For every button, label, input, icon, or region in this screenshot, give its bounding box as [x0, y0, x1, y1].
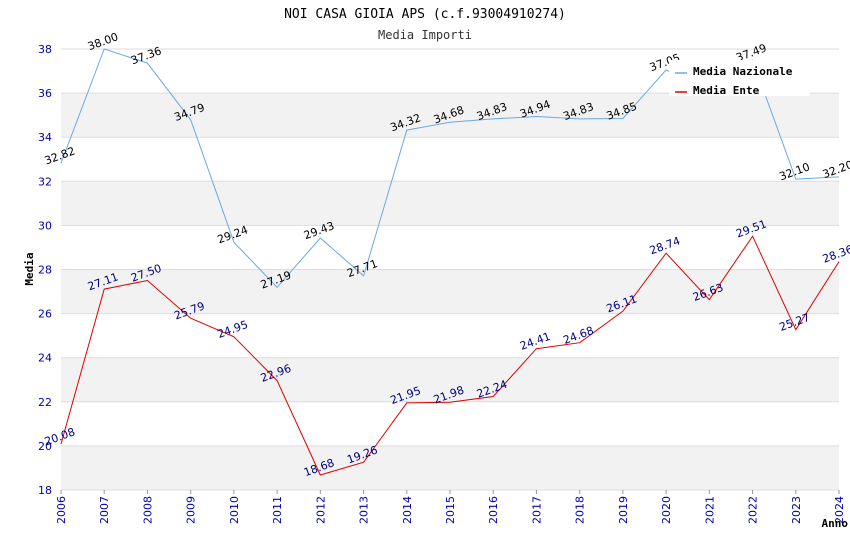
y-tick-label: 34 [38, 131, 52, 144]
series-line-1 [60, 235, 840, 476]
x-axis-label: Anno [822, 517, 849, 530]
grid-bands [61, 93, 839, 490]
y-tick-label: 22 [38, 396, 52, 409]
y-tick-label: 28 [38, 264, 52, 277]
grid-band [61, 357, 839, 402]
x-tick-label: 2023 [790, 496, 803, 524]
y-tick-label: 24 [38, 352, 52, 365]
legend-box [669, 60, 810, 96]
y-tick-label: 18 [38, 484, 52, 497]
grid-band [61, 269, 839, 314]
y-axis-label: Media [23, 252, 36, 285]
x-tick-label: 2022 [747, 496, 760, 524]
x-tick-label: 2007 [98, 496, 111, 524]
chart-subtitle: Media Importi [378, 28, 472, 42]
chart-title: NOI CASA GIOIA APS (c.f.93004910274) [284, 7, 566, 22]
x-tick-label: 2015 [444, 496, 457, 524]
y-tick-label: 30 [38, 219, 52, 232]
x-tick-label: 2016 [487, 496, 500, 524]
legend: Media Nazionale Media Ente [669, 60, 810, 97]
x-tick-label: 2019 [617, 496, 630, 524]
x-tick-label: 2018 [574, 496, 587, 524]
y-tick-label: 20 [38, 440, 52, 453]
x-tick-label: 2014 [401, 496, 414, 524]
grid-band [61, 445, 839, 490]
y-tick-label: 36 [38, 87, 52, 100]
x-tick-label: 2010 [228, 496, 241, 524]
grid-band [61, 93, 839, 138]
x-axis-ticks: 2006 2007 2008 2009 2010 2011 2012 2013 2014 2015… [55, 496, 846, 524]
legend-label-media-ente: Media Ente [693, 84, 760, 97]
x-tick-label: 2020 [660, 496, 673, 524]
x-tick-label: 2017 [530, 496, 543, 524]
x-tick-label: 2013 [358, 496, 371, 524]
x-tick-label: 2012 [314, 496, 327, 524]
x-tick-label: 2009 [185, 496, 198, 524]
grid-band [61, 181, 839, 226]
x-tick-label: 2021 [703, 496, 716, 524]
x-tick-label: 2006 [55, 496, 68, 524]
grid-lines [60, 48, 840, 494]
y-axis-ticks: 18 20 22 24 26 28 30 32 34 36 38 [38, 43, 52, 497]
x-tick-label: 2008 [141, 496, 154, 524]
y-tick-label: 26 [38, 308, 52, 321]
x-tick-label: 2024 [833, 496, 846, 524]
y-tick-label: 32 [38, 175, 52, 188]
y-tick-label: 38 [38, 43, 52, 56]
x-tick-label: 2011 [271, 496, 284, 524]
legend-label-media-nazionale: Media Nazionale [693, 65, 793, 78]
